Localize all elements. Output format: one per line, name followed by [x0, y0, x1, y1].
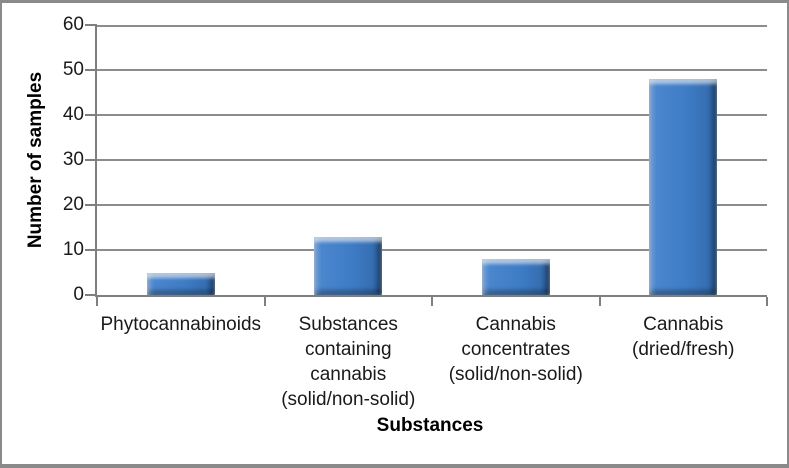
- category-label-1: Phytocannabinoids: [85, 312, 277, 337]
- ytick-label-60: 60: [62, 14, 84, 35]
- xtick-mark-1: [263, 297, 266, 306]
- category-label-line: Cannabis: [643, 314, 724, 335]
- bar-2: [314, 236, 383, 295]
- ytick-label-20: 20: [62, 194, 84, 215]
- category-label-line: (solid/non-solid): [448, 364, 583, 385]
- category-label-2: Substances containing cannabis (solid/non-s…: [252, 312, 444, 412]
- category-label-line: Substances: [298, 314, 398, 335]
- category-label-line: (solid/non-solid): [281, 389, 416, 410]
- ytick-mark-10: [85, 249, 97, 251]
- xtick-mark-0: [96, 297, 98, 306]
- category-label-3: Cannabis concentrates (solid/non-solid): [420, 312, 612, 387]
- ytick-mark-20: [85, 204, 97, 206]
- ytick-mark-60: [85, 24, 97, 26]
- ytick-label-10: 10: [62, 239, 84, 260]
- bar-3: [481, 259, 550, 295]
- gridline-y-50: [97, 69, 767, 71]
- bar-1: [146, 272, 215, 295]
- ytick-label-40: 40: [62, 104, 84, 125]
- xtick-mark-4: [766, 297, 768, 306]
- gridline-y-40: [97, 114, 767, 116]
- category-label-line: concentrates: [461, 339, 571, 360]
- ytick-label-50: 50: [62, 59, 84, 80]
- x-axis-title: Substances: [376, 415, 484, 436]
- bar-4: [649, 79, 718, 295]
- category-label-line: cannabis: [310, 364, 387, 385]
- category-label-line: Cannabis: [475, 314, 556, 335]
- xtick-mark-2: [431, 297, 433, 306]
- plot-area: [95, 25, 767, 297]
- category-label-line: Phytocannabinoids: [100, 314, 262, 335]
- category-label-line: (dried/fresh): [632, 339, 735, 360]
- ytick-label-30: 30: [62, 149, 84, 170]
- category-label-4: Cannabis (dried/fresh): [587, 312, 779, 362]
- gridline-y-20: [97, 204, 767, 206]
- ytick-mark-30: [85, 159, 97, 161]
- ytick-mark-0: [85, 294, 97, 296]
- xtick-mark-3: [598, 297, 601, 306]
- gridline-y-10: [97, 249, 767, 251]
- category-label-line: containing: [304, 339, 392, 360]
- ytick-label-0: 0: [73, 284, 84, 305]
- gridline-y-60: [97, 25, 767, 27]
- ytick-mark-50: [85, 69, 97, 71]
- ytick-mark-40: [85, 114, 97, 116]
- gridline-y-30: [97, 159, 767, 161]
